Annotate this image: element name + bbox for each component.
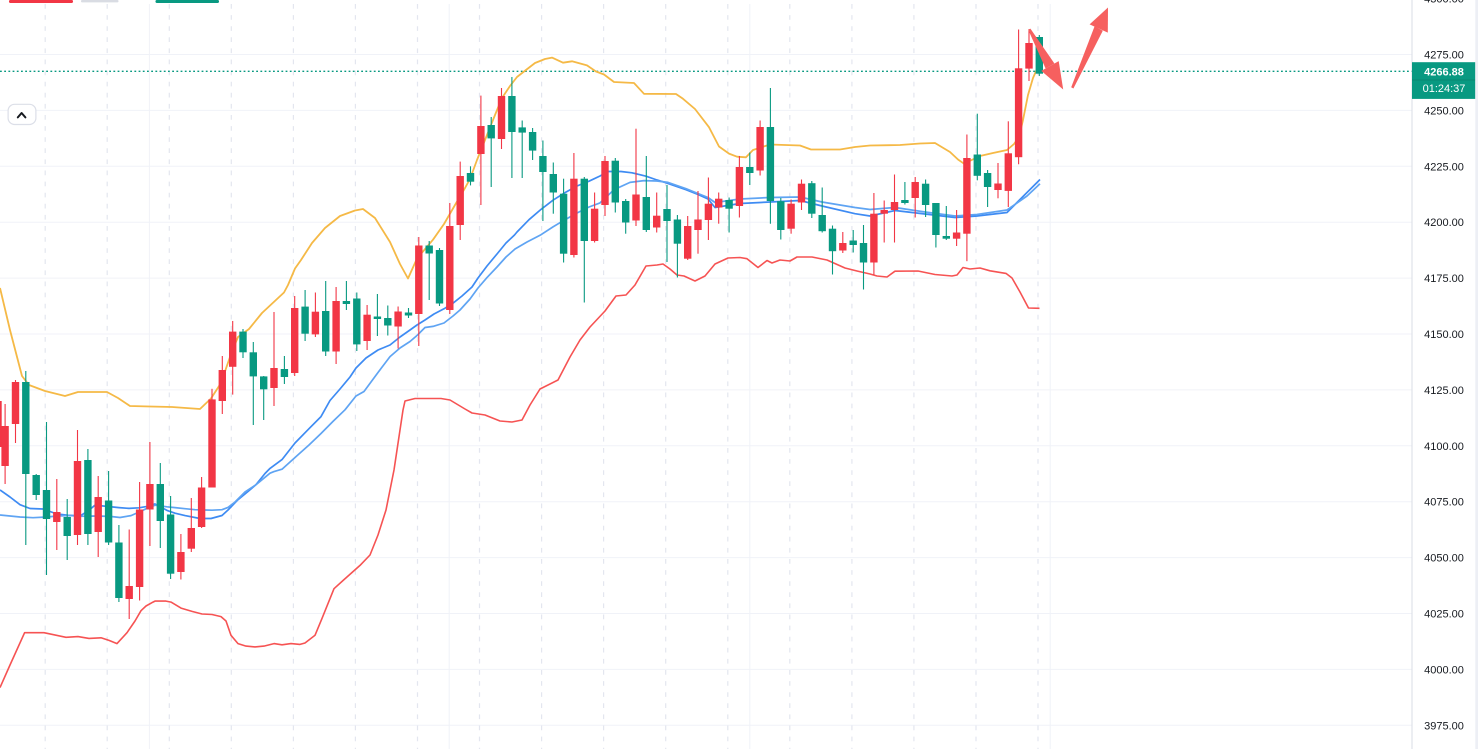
svg-text:4125.00: 4125.00: [1424, 385, 1464, 397]
svg-text:4050.00: 4050.00: [1424, 553, 1464, 565]
svg-text:4250.00: 4250.00: [1424, 105, 1464, 117]
svg-text:3975.00: 3975.00: [1424, 720, 1464, 732]
svg-text:4200.00: 4200.00: [1424, 217, 1464, 229]
svg-text:4150.00: 4150.00: [1424, 329, 1464, 341]
svg-text:4075.00: 4075.00: [1424, 497, 1464, 509]
svg-text:01:24:37: 01:24:37: [1423, 83, 1466, 95]
svg-text:4175.00: 4175.00: [1424, 273, 1464, 285]
svg-text:4225.00: 4225.00: [1424, 161, 1464, 173]
svg-text:4300.00: 4300.00: [1424, 0, 1464, 6]
svg-text:4025.00: 4025.00: [1424, 609, 1464, 621]
svg-text:4100.00: 4100.00: [1424, 441, 1464, 453]
svg-text:4266.88: 4266.88: [1424, 66, 1464, 78]
svg-text:4275.00: 4275.00: [1424, 50, 1464, 62]
svg-text:4000.00: 4000.00: [1424, 664, 1464, 676]
